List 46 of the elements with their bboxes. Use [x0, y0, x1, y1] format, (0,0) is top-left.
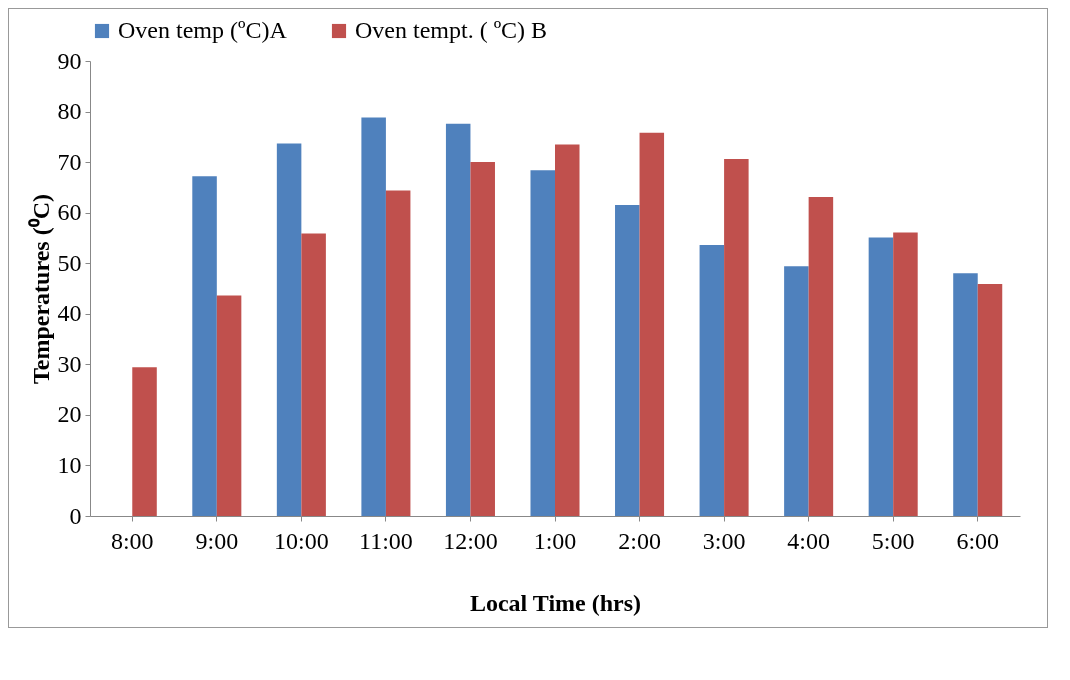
bar [953, 273, 978, 516]
bar [445, 123, 471, 516]
x-tick-label: 5:00 [871, 527, 915, 554]
y-tick-label: 60 [57, 199, 82, 226]
x-tick-label: 8:00 [110, 527, 154, 554]
bar [977, 283, 1003, 516]
x-tick-label: 9:00 [195, 527, 239, 554]
y-tick-label: 10 [57, 451, 82, 478]
x-tick-label: 12:00 [443, 527, 498, 554]
y-tick-label: 50 [57, 249, 82, 276]
bar [615, 205, 640, 516]
x-tick-label: 11:00 [359, 527, 413, 554]
x-axis-title: Local Time (hrs) [469, 589, 642, 616]
legend-label: Oven tempt. ( ºC) B [355, 17, 548, 43]
bar [868, 237, 894, 516]
bar [808, 196, 834, 516]
x-tick-label: 4:00 [787, 527, 830, 554]
bar [276, 143, 302, 516]
bar [470, 162, 495, 516]
y-tick-label: 0 [69, 502, 82, 529]
y-tick-label: 80 [57, 98, 82, 125]
y-tick-label: 70 [57, 148, 82, 175]
bar [132, 367, 157, 516]
y-tick-label: 20 [57, 401, 82, 428]
bar [530, 170, 555, 516]
bar [699, 245, 725, 516]
y-tick-label: 90 [57, 47, 82, 74]
bar [893, 232, 918, 516]
bar [361, 117, 386, 516]
y-tick-label: 40 [57, 300, 82, 327]
x-tick-label: 6:00 [956, 527, 1000, 554]
bar [555, 144, 580, 516]
x-tick-label: 10:00 [274, 527, 329, 554]
y-axis-title: Temperatures (⁰C) [27, 194, 54, 384]
bar [639, 132, 665, 516]
x-tick-label: 2:00 [618, 527, 661, 554]
bar [216, 295, 242, 516]
bar [301, 233, 326, 516]
x-tick-label: 3:00 [702, 527, 746, 554]
x-tick-label: 1:00 [533, 527, 577, 554]
bar [724, 159, 749, 516]
bar [385, 190, 411, 516]
bar [192, 176, 217, 516]
bar [784, 266, 809, 516]
y-tick-label: 30 [57, 350, 82, 377]
legend-label: Oven temp (ºC)A [118, 17, 288, 43]
